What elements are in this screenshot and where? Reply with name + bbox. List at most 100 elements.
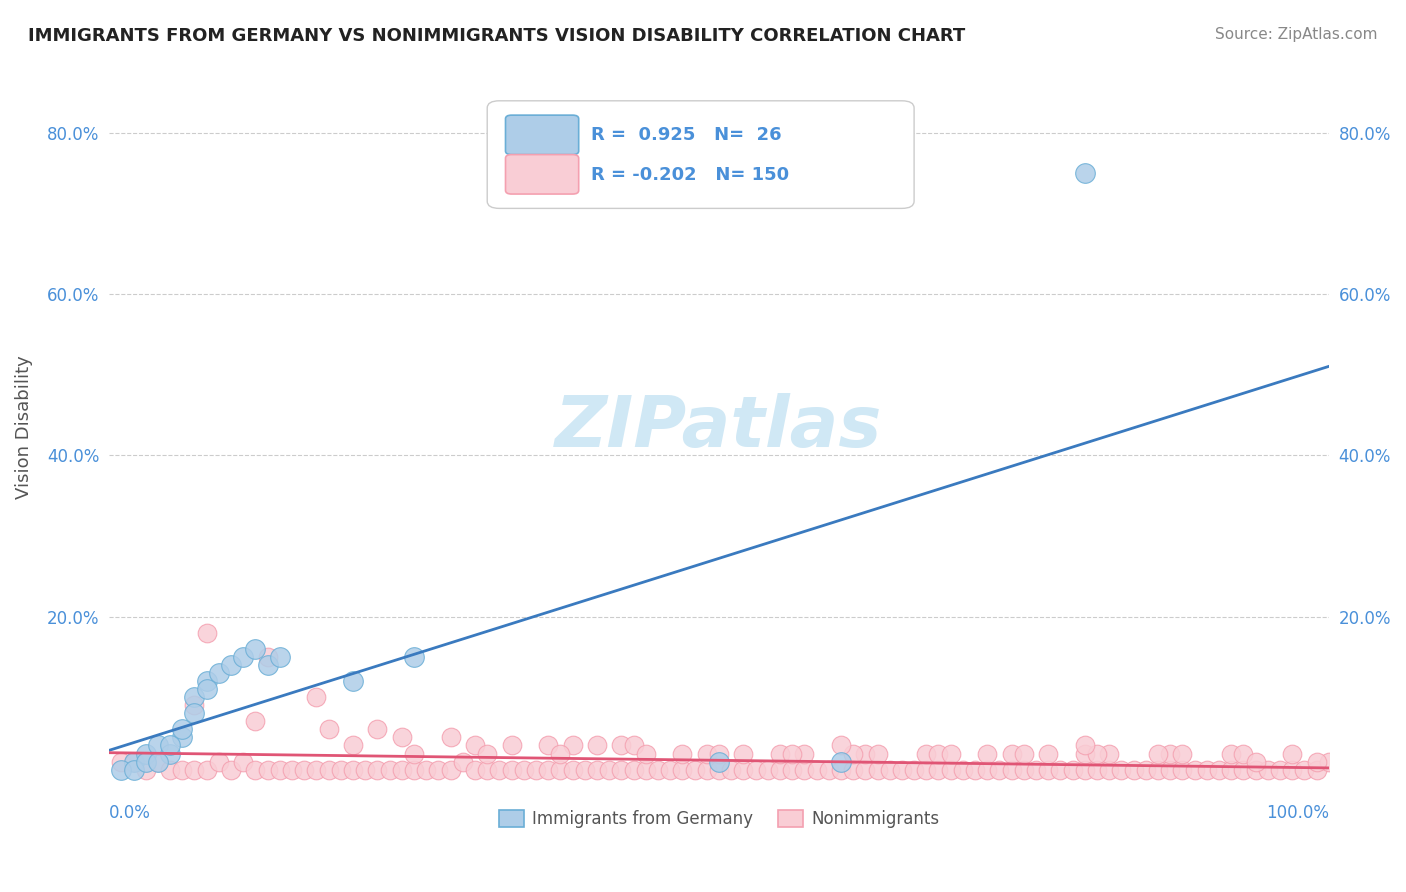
Point — [1305, 763, 1327, 777]
Point — [1305, 755, 1327, 769]
Point — [1012, 747, 1035, 761]
Point — [1074, 166, 1097, 180]
Point — [866, 763, 889, 777]
Point — [1257, 763, 1279, 777]
Point — [965, 763, 987, 777]
Point — [183, 690, 205, 705]
Point — [915, 747, 938, 761]
Point — [513, 763, 536, 777]
Point — [488, 763, 510, 777]
Point — [366, 723, 388, 737]
Point — [1244, 763, 1267, 777]
Point — [720, 763, 742, 777]
Point — [1012, 763, 1035, 777]
Point — [477, 747, 499, 761]
Point — [683, 763, 706, 777]
Point — [183, 763, 205, 777]
Point — [402, 763, 425, 777]
Point — [879, 763, 901, 777]
Point — [830, 763, 852, 777]
Point — [391, 763, 413, 777]
Point — [256, 657, 278, 672]
Point — [780, 747, 803, 761]
Point — [146, 739, 169, 753]
Point — [671, 763, 693, 777]
Point — [853, 747, 876, 761]
FancyBboxPatch shape — [506, 115, 579, 154]
Point — [769, 763, 792, 777]
Point — [110, 763, 132, 777]
Point — [707, 755, 730, 769]
Point — [256, 763, 278, 777]
Point — [524, 763, 547, 777]
Point — [318, 723, 340, 737]
Point — [195, 682, 218, 697]
Point — [342, 673, 364, 688]
Point — [159, 763, 181, 777]
Point — [647, 763, 669, 777]
Legend: Immigrants from Germany, Nonimmigrants: Immigrants from Germany, Nonimmigrants — [492, 804, 946, 835]
Point — [842, 747, 865, 761]
Point — [281, 763, 304, 777]
Point — [464, 763, 486, 777]
Point — [1098, 763, 1121, 777]
Point — [269, 763, 291, 777]
Point — [1159, 763, 1181, 777]
Point — [195, 763, 218, 777]
Point — [1232, 747, 1254, 761]
Point — [402, 649, 425, 664]
Point — [172, 731, 194, 745]
Point — [1085, 747, 1108, 761]
Point — [195, 625, 218, 640]
Point — [477, 763, 499, 777]
Point — [159, 747, 181, 761]
Point — [305, 690, 328, 705]
Point — [245, 763, 267, 777]
Point — [135, 755, 157, 769]
Point — [890, 763, 912, 777]
Point — [988, 763, 1011, 777]
Point — [830, 755, 852, 769]
Point — [769, 747, 792, 761]
Point — [439, 731, 461, 745]
Point — [256, 649, 278, 664]
Point — [219, 763, 242, 777]
Point — [1159, 747, 1181, 761]
Point — [232, 755, 254, 769]
Point — [439, 763, 461, 777]
Point — [744, 763, 766, 777]
Text: IMMIGRANTS FROM GERMANY VS NONIMMIGRANTS VISION DISABILITY CORRELATION CHART: IMMIGRANTS FROM GERMANY VS NONIMMIGRANTS… — [28, 27, 966, 45]
Point — [610, 763, 633, 777]
Point — [159, 739, 181, 753]
Point — [1135, 763, 1157, 777]
Point — [671, 747, 693, 761]
Point — [318, 763, 340, 777]
Point — [232, 649, 254, 664]
Point — [501, 763, 523, 777]
Point — [976, 763, 998, 777]
Point — [733, 763, 755, 777]
Point — [853, 763, 876, 777]
Text: 100.0%: 100.0% — [1265, 804, 1329, 822]
Point — [122, 755, 145, 769]
Point — [939, 747, 962, 761]
Point — [391, 731, 413, 745]
Point — [1281, 747, 1303, 761]
Point — [561, 763, 583, 777]
Y-axis label: Vision Disability: Vision Disability — [15, 355, 32, 499]
Point — [927, 747, 949, 761]
Point — [780, 763, 803, 777]
Point — [1208, 763, 1230, 777]
Point — [866, 747, 889, 761]
Point — [501, 739, 523, 753]
Point — [354, 763, 377, 777]
Point — [561, 739, 583, 753]
Point — [1098, 747, 1121, 761]
Point — [427, 763, 450, 777]
Text: ZIPatlas: ZIPatlas — [555, 392, 883, 462]
Point — [1049, 763, 1071, 777]
Point — [830, 739, 852, 753]
Point — [623, 763, 645, 777]
Point — [378, 763, 401, 777]
Point — [292, 763, 315, 777]
